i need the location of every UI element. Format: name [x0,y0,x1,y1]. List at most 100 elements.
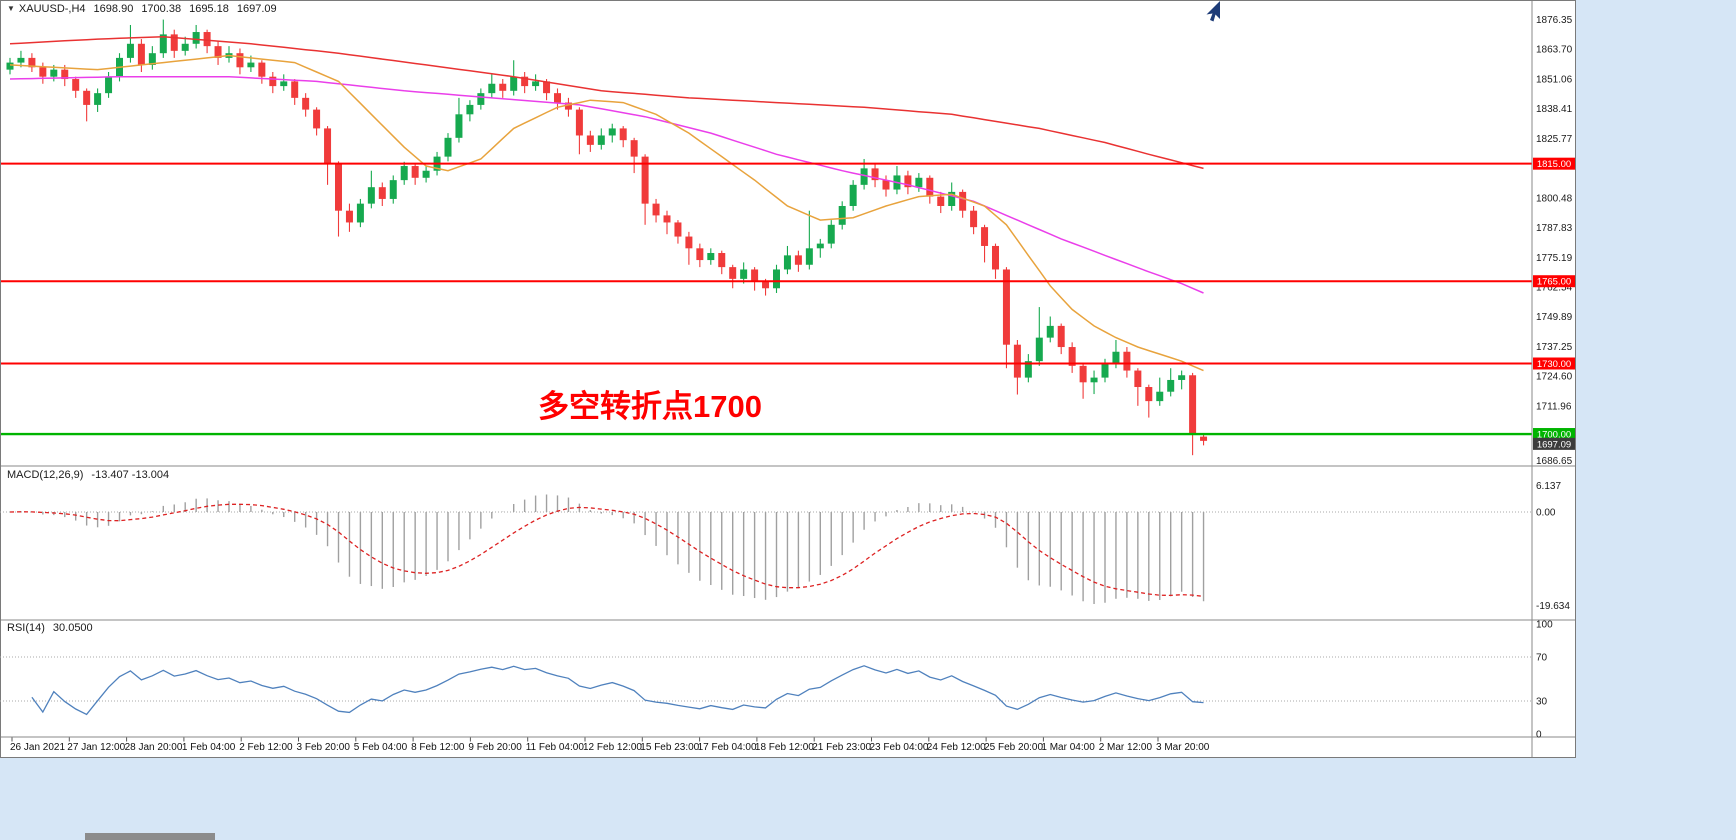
candle [324,126,332,185]
time-axis-label: 18 Feb 12:00 [755,742,814,753]
symbol-timeframe: XAUUSD-,H4 [18,3,86,15]
candle [1156,377,1164,406]
time-axis-label: 2 Feb 12:00 [239,742,293,753]
candles [6,19,1208,456]
price-axis-label: 1851.06 [1536,74,1573,85]
candle [313,107,321,136]
ohlc-high: 1700.38 [141,3,182,15]
candle [236,48,244,75]
candle [915,173,923,192]
chart-text-annotation[interactable]: 多空转折点1700 [538,389,762,424]
time-axis-label: 9 Feb 20:00 [468,742,522,753]
candle [1013,339,1021,395]
candle [148,46,156,70]
candle [1002,267,1010,369]
candle [827,220,835,249]
macd-axis-label: 6.137 [1536,481,1561,492]
time-axis-label: 27 Jan 12:00 [67,742,125,753]
candle [597,128,605,150]
ma-mid-magenta-line [9,75,1204,294]
candle [740,262,748,284]
candle [411,163,419,185]
candle [72,76,80,98]
candle [1134,368,1142,406]
candle [532,74,540,91]
price-badge-1815.00: 1815.00 [1533,157,1575,170]
candle [663,210,671,235]
candle [718,250,726,275]
candle [444,133,452,162]
price-axis[interactable]: 1876.35 1863.70 1851.06 1838.41 1825.77 1800.… [1533,15,1575,467]
candle [981,224,989,263]
ma-fast-orange-line [9,54,1204,372]
price-axis-label: 1863.70 [1536,45,1573,56]
price-axis-label: 1775.19 [1536,253,1573,264]
candle [575,107,583,155]
candle [28,53,36,72]
mouse-cursor-icon [1206,1,1220,22]
time-axis[interactable]: 26 Jan 2021 27 Jan 12:00 28 Jan 20:00 1 Feb… [10,737,1210,754]
candle [400,161,408,185]
time-axis-label: 17 Feb 04:00 [698,742,757,753]
time-axis-label: 28 Jan 20:00 [125,742,183,753]
candle [970,205,978,235]
candle [1123,347,1131,378]
time-axis-label: 24 Feb 12:00 [927,742,986,753]
macd-axis-label: -19.634 [1536,601,1570,612]
time-axis-label: 26 Jan 2021 [10,742,65,753]
candle [696,243,704,268]
candle [137,39,145,72]
time-axis-label: 15 Feb 23:00 [640,742,699,753]
symbol-ohlc-info: ▼ XAUUSD-,H4 1698.90 1700.38 1695.18 1697.09 [7,3,277,15]
candle [214,41,222,65]
collapse-arrow-icon[interactable]: ▼ [7,4,15,13]
candle [181,36,189,56]
candle [455,97,463,143]
rsi-axis-label: 0 [1536,730,1542,741]
candle [291,79,299,105]
candle [685,231,693,265]
chart-canvas[interactable]: 1876.35 1863.70 1851.06 1838.41 1825.77 1800.… [0,0,1576,758]
ohlc-close: 1697.09 [236,3,277,15]
candle [641,154,649,225]
price-badge-1765.00: 1765.00 [1533,275,1575,288]
time-axis-label: 8 Feb 12:00 [411,742,465,753]
candle [1068,342,1076,373]
candle [838,201,846,230]
candle [170,29,178,58]
price-axis-label: 1838.41 [1536,104,1573,115]
candle [1035,307,1043,366]
time-axis-label: 3 Mar 20:00 [1156,742,1210,753]
ohlc-low: 1695.18 [189,3,229,15]
macd-indicator-label: MACD(12,26,9) -13.407 -13.004 [7,469,169,481]
price-axis-label: 1876.35 [1536,15,1573,26]
candle [794,250,802,272]
time-axis-label: 5 Feb 04:00 [354,742,408,753]
candle [1178,370,1186,390]
candle [707,248,715,265]
candle [83,88,91,122]
rsi-axis-label: 100 [1536,620,1553,631]
candle [564,97,572,117]
candle [6,57,14,75]
candle [356,198,364,228]
time-axis-label: 11 Feb 04:00 [526,742,585,753]
time-axis-label: 1 Mar 04:00 [1041,742,1095,753]
macd-name: MACD(12,26,9) [7,469,84,481]
candle [608,123,616,143]
scrollbar-thumb[interactable] [85,833,215,840]
candle [992,243,999,279]
ohlc-open: 1698.90 [93,3,134,15]
candle [17,50,25,68]
time-axis-label: 3 Feb 20:00 [297,742,351,753]
candle [1046,316,1054,343]
svg-text:1700.00: 1700.00 [1537,430,1571,441]
candle [159,19,167,58]
price-axis-label: 1762.54 [1536,283,1573,294]
candle [554,88,561,110]
candle [345,203,353,232]
candle [904,170,912,195]
candle [948,182,956,211]
price-axis-label: 1749.89 [1536,312,1573,323]
candle [488,74,496,98]
